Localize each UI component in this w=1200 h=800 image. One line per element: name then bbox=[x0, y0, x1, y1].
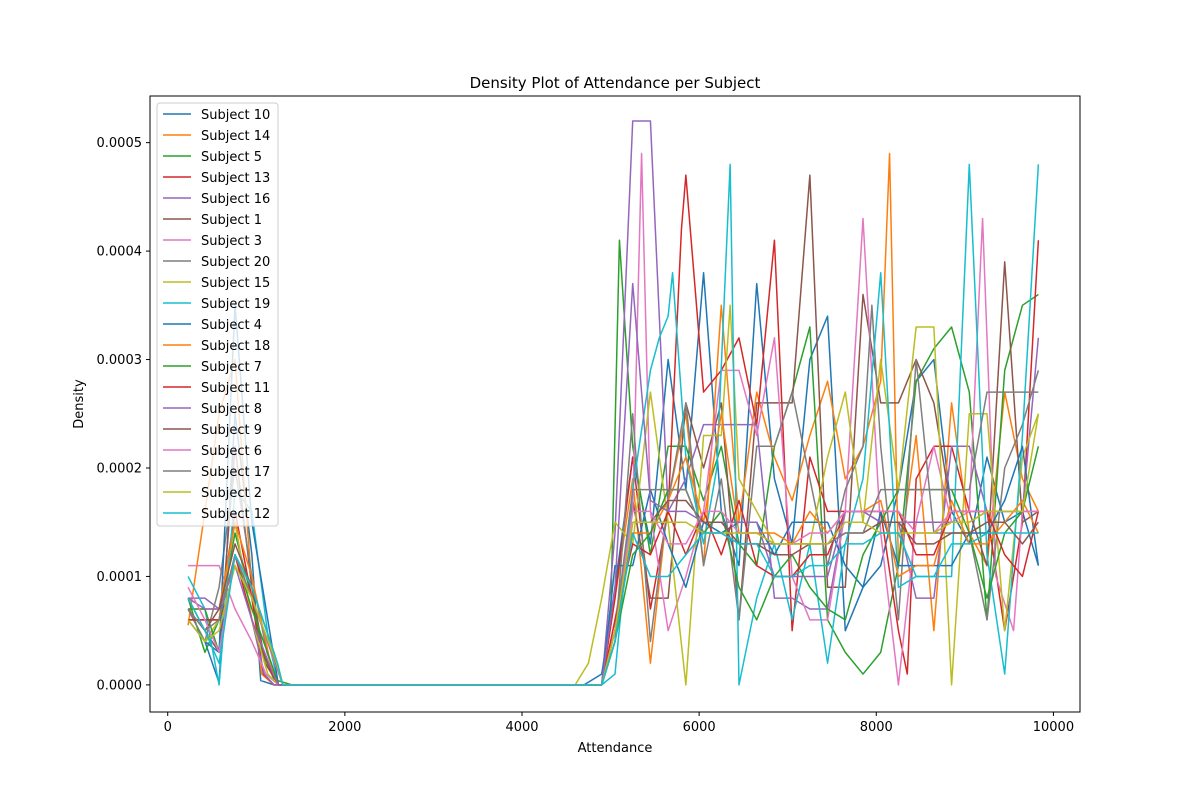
x-axis: 0 2000 4000 6000 8000 10000 bbox=[164, 712, 1074, 735]
y-tick-label: 0.0003 bbox=[97, 353, 143, 368]
chart-title: Density Plot of Attendance per Subject bbox=[470, 74, 761, 92]
x-tick-label: 2000 bbox=[328, 720, 361, 735]
series-line-5 bbox=[188, 120, 1040, 686]
legend-box bbox=[156, 102, 279, 527]
y-tick-label: 0.0002 bbox=[97, 461, 143, 476]
x-tick-label: 8000 bbox=[860, 720, 893, 735]
legend-entry: Subject 6 bbox=[201, 444, 262, 459]
legend-entry: Subject 4 bbox=[201, 318, 262, 333]
legend-entry: Subject 10 bbox=[201, 108, 270, 123]
y-tick-label: 0.0005 bbox=[97, 136, 143, 151]
y-axis: 0.0000 0.0001 0.0002 0.0003 0.0004 0.0005 bbox=[97, 136, 150, 693]
legend: Subject 10 Subject 14 Subject 5 Subject 13 S… bbox=[156, 102, 279, 527]
legend-entry: Subject 12 bbox=[201, 507, 270, 522]
legend-entry: Subject 9 bbox=[201, 423, 262, 438]
legend-entry: Subject 18 bbox=[201, 339, 270, 354]
x-tick-label: 0 bbox=[164, 720, 172, 735]
legend-entry: Subject 17 bbox=[201, 465, 270, 480]
legend-entry: Subject 15 bbox=[201, 276, 270, 291]
x-tick-label: 10000 bbox=[1033, 720, 1074, 735]
x-axis-label: Attendance bbox=[578, 741, 653, 756]
legend-entry: Subject 1 bbox=[201, 213, 262, 228]
legend-entry: Subject 14 bbox=[201, 129, 270, 144]
series-line-20 bbox=[187, 532, 1039, 686]
legend-entry: Subject 11 bbox=[201, 381, 270, 396]
x-tick-label: 4000 bbox=[505, 720, 538, 735]
legend-entry: Subject 8 bbox=[201, 402, 262, 417]
y-tick-label: 0.0000 bbox=[97, 678, 143, 693]
legend-entry: Subject 3 bbox=[201, 234, 262, 249]
legend-entry: Subject 2 bbox=[201, 486, 262, 501]
legend-entry: Subject 5 bbox=[201, 150, 262, 165]
legend-entry: Subject 7 bbox=[201, 360, 262, 375]
plot-frame bbox=[149, 95, 1081, 713]
legend-entry: Subject 20 bbox=[201, 255, 270, 270]
series-layer bbox=[187, 120, 1040, 686]
y-tick-label: 0.0004 bbox=[97, 245, 143, 260]
legend-entry: Subject 19 bbox=[201, 297, 270, 312]
x-tick-label: 6000 bbox=[683, 720, 716, 735]
legend-entry: Subject 16 bbox=[201, 192, 270, 207]
y-axis-label: Density bbox=[72, 379, 87, 429]
y-tick-label: 0.0001 bbox=[97, 570, 143, 585]
legend-entry: Subject 13 bbox=[201, 171, 270, 186]
